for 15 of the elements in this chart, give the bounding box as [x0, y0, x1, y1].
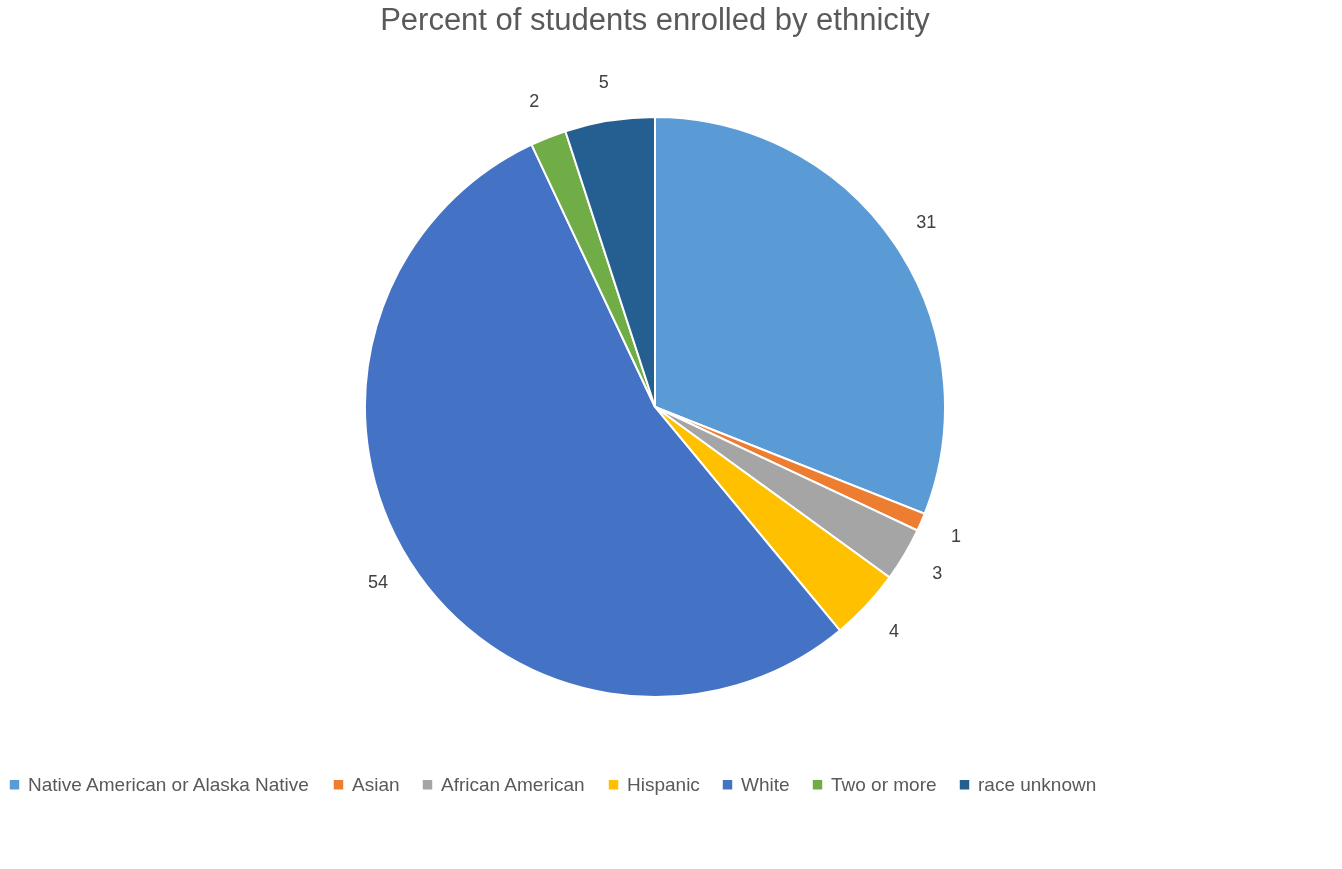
data-label: 4	[889, 620, 900, 641]
data-label: 31	[916, 211, 937, 232]
legend-label: Hispanic	[627, 773, 700, 795]
data-label: 5	[598, 72, 609, 93]
legend-label: African American	[441, 773, 585, 795]
data-label: 2	[529, 91, 540, 112]
legend-label: White	[741, 773, 790, 795]
legend-label: Two or more	[831, 773, 937, 795]
chart-title: Percent of students enrolled by ethnicity	[380, 2, 931, 37]
legend-label: Native American or Alaska Native	[28, 773, 309, 795]
data-label: 3	[932, 562, 943, 583]
legend-label: Asian	[352, 773, 400, 795]
data-label: 54	[368, 571, 389, 592]
legend-label: race unknown	[978, 773, 1097, 795]
data-label: 1	[951, 526, 962, 547]
